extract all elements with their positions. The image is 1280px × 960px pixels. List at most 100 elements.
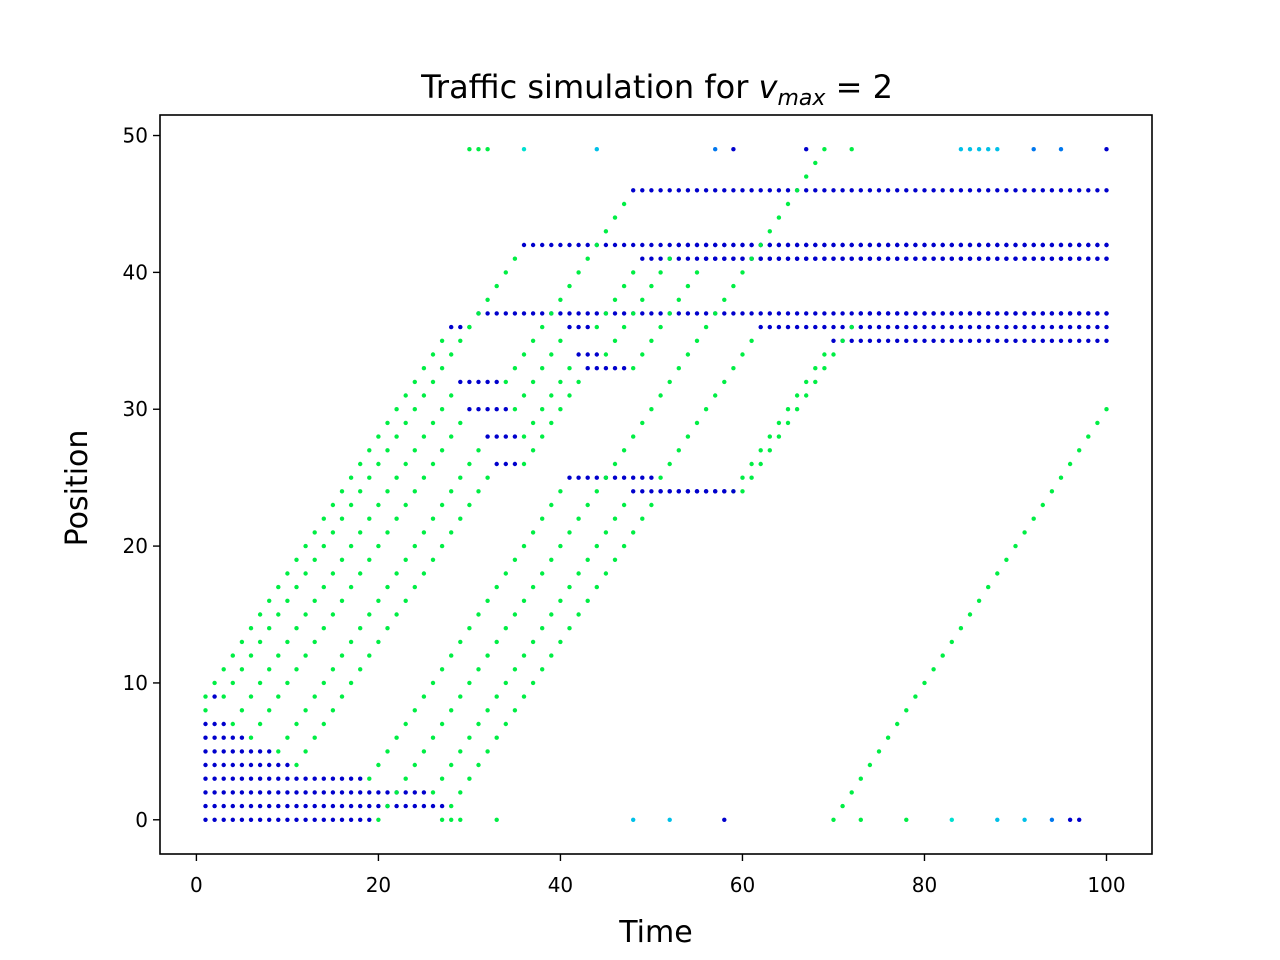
car-position-point [549,612,554,617]
car-position-point [895,242,900,248]
x-tick-label: 100 [1087,873,1125,897]
car-position-point [585,242,590,248]
car-position-point [1077,817,1082,822]
car-position-point [449,393,454,398]
car-position-point [831,256,836,261]
car-position-point [794,188,800,193]
car-position-point [667,817,672,822]
car-position-point [412,489,417,494]
car-position-point [940,242,945,248]
car-position-point [303,571,308,576]
car-position-point [221,776,226,781]
car-position-point [358,461,363,467]
car-position-point [267,762,272,768]
car-position-point [913,311,918,316]
car-position-point [503,721,508,727]
car-position-point [376,543,381,549]
car-position-point [804,379,809,385]
car-position-point [439,803,445,809]
car-position-point [485,379,490,385]
car-position-point [512,407,518,412]
car-position-point [1004,256,1009,261]
car-position-point [867,256,873,261]
car-position-point [203,817,208,822]
car-position-point [348,803,354,809]
car-position-point [458,338,463,343]
car-position-point [439,776,445,781]
car-position-point [494,817,499,822]
chart-title-suffix: = 2 [825,68,893,106]
car-position-point [822,256,827,261]
y-tick-label: 0 [135,808,148,832]
car-position-point [521,543,527,549]
car-position-point [612,215,618,220]
car-position-point [567,283,572,289]
car-position-point [312,598,317,603]
car-position-point [348,502,354,508]
car-position-point [348,680,354,686]
car-position-point [358,776,363,781]
car-position-point [485,297,490,302]
car-position-point [904,817,909,822]
chart-title-prefix: Traffic simulation for [420,68,758,106]
car-position-point [621,543,627,549]
car-position-point [976,338,982,343]
car-position-point [694,311,700,316]
car-position-point [476,448,481,453]
car-position-point [248,790,254,795]
car-position-point [348,475,354,480]
car-position-point [285,598,290,603]
car-position-point [967,324,973,330]
car-position-point [958,338,964,343]
car-position-point [649,489,654,494]
car-position-point [1077,256,1082,261]
car-position-point [403,557,408,562]
car-position-point [530,338,536,343]
car-position-point [612,516,618,521]
car-position-point [967,188,973,193]
car-position-point [949,338,954,343]
car-position-point [940,338,945,343]
car-position-point [421,694,427,699]
car-position-point [1095,338,1100,343]
car-position-point [986,188,991,193]
car-position-point [430,557,436,562]
car-position-point [512,667,518,672]
car-position-point [530,379,536,385]
car-position-point [403,790,408,795]
car-position-point [931,324,936,330]
car-position-point [239,790,245,795]
car-position-point [813,379,818,385]
car-position-point [1104,188,1109,193]
car-position-point [367,448,372,453]
car-position-point [995,324,1000,330]
car-position-point [640,311,645,316]
car-position-point [449,653,454,658]
car-position-point [239,803,245,809]
car-position-point [904,188,909,193]
car-position-point [330,776,336,781]
car-position-point [576,516,581,521]
car-position-point [576,352,581,357]
car-position-point [394,735,399,740]
car-position-point [467,379,472,385]
car-position-point [449,803,454,809]
car-position-point [731,283,736,289]
car-position-point [986,584,991,590]
car-position-point [449,530,454,535]
car-position-point [421,530,427,535]
car-position-point [576,311,581,316]
car-position-point [576,270,581,275]
car-position-point [667,311,672,316]
car-position-point [449,762,454,768]
car-position-point [794,311,800,316]
car-position-point [503,379,508,385]
car-position-point [239,762,245,768]
car-position-point [540,667,545,672]
car-position-point [540,516,545,521]
car-position-point [412,584,417,590]
car-position-point [512,311,518,316]
car-position-point [248,653,254,658]
car-position-point [339,557,345,562]
car-position-point [603,530,609,535]
